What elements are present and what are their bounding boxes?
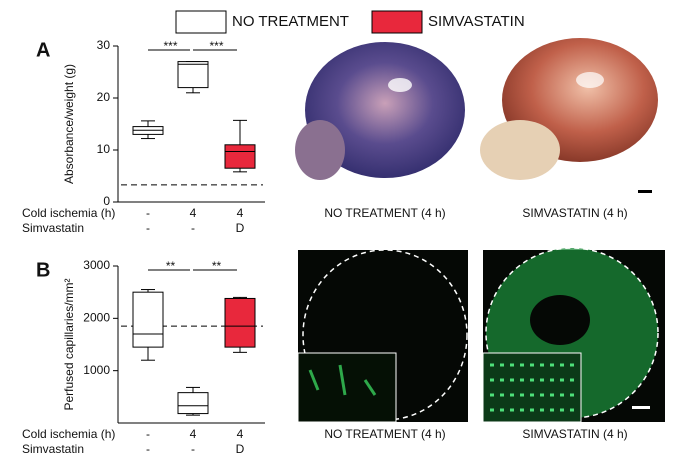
image-caption: NO TREATMENT (4 h) — [324, 206, 445, 220]
significance-label: *** — [209, 39, 223, 53]
condition-value: D — [236, 221, 245, 235]
box — [224, 297, 256, 348]
y-tick-label: 2000 — [83, 311, 110, 325]
significance-label: ** — [166, 259, 176, 273]
box — [224, 144, 256, 169]
fluorescence-simvastatin — [482, 247, 665, 423]
significance-label: ** — [212, 259, 222, 273]
image-caption: NO TREATMENT (4 h) — [324, 427, 445, 441]
condition-value: D — [236, 442, 245, 456]
box — [177, 61, 209, 89]
y-tick-label: 0 — [103, 194, 110, 208]
condition-value: - — [191, 442, 195, 456]
panel-label: A — [36, 39, 50, 61]
fluorescence-no-treatment — [297, 249, 468, 423]
legend-label: NO TREATMENT — [232, 13, 349, 30]
condition-value: - — [146, 221, 150, 235]
significance-label: *** — [163, 39, 177, 53]
y-axis-label: Perfused capillaries/mm² — [62, 278, 76, 410]
condition-value: - — [146, 427, 150, 441]
condition-value: - — [146, 442, 150, 456]
y-axis-label: Absorbance/weight (g) — [62, 64, 76, 184]
y-tick-label: 10 — [97, 142, 111, 156]
panel-label: B — [36, 259, 50, 281]
condition-value: - — [191, 221, 195, 235]
y-tick-label: 1000 — [83, 363, 110, 377]
condition-label: Cold ischemia (h) — [22, 206, 115, 220]
legend-swatch — [175, 10, 227, 34]
condition-label: Cold ischemia (h) — [22, 427, 115, 441]
y-tick-label: 20 — [97, 90, 111, 104]
box — [132, 291, 164, 348]
box — [177, 392, 209, 415]
image-caption: SIMVASTATIN (4 h) — [522, 427, 627, 441]
legend-label: SIMVASTATIN — [428, 13, 525, 30]
image-caption: SIMVASTATIN (4 h) — [522, 206, 627, 220]
condition-value: 4 — [237, 427, 244, 441]
condition-label: Simvastatin — [22, 221, 84, 235]
legend-swatch — [371, 10, 423, 34]
y-tick-label: 30 — [97, 38, 111, 52]
condition-value: - — [146, 206, 150, 220]
condition-value: 4 — [237, 206, 244, 220]
condition-value: 4 — [190, 427, 197, 441]
y-tick-label: 3000 — [83, 258, 110, 272]
photo-simvastatin — [480, 38, 658, 193]
condition-value: 4 — [190, 206, 197, 220]
photo-no-treatment — [295, 42, 465, 180]
condition-label: Simvastatin — [22, 442, 84, 456]
